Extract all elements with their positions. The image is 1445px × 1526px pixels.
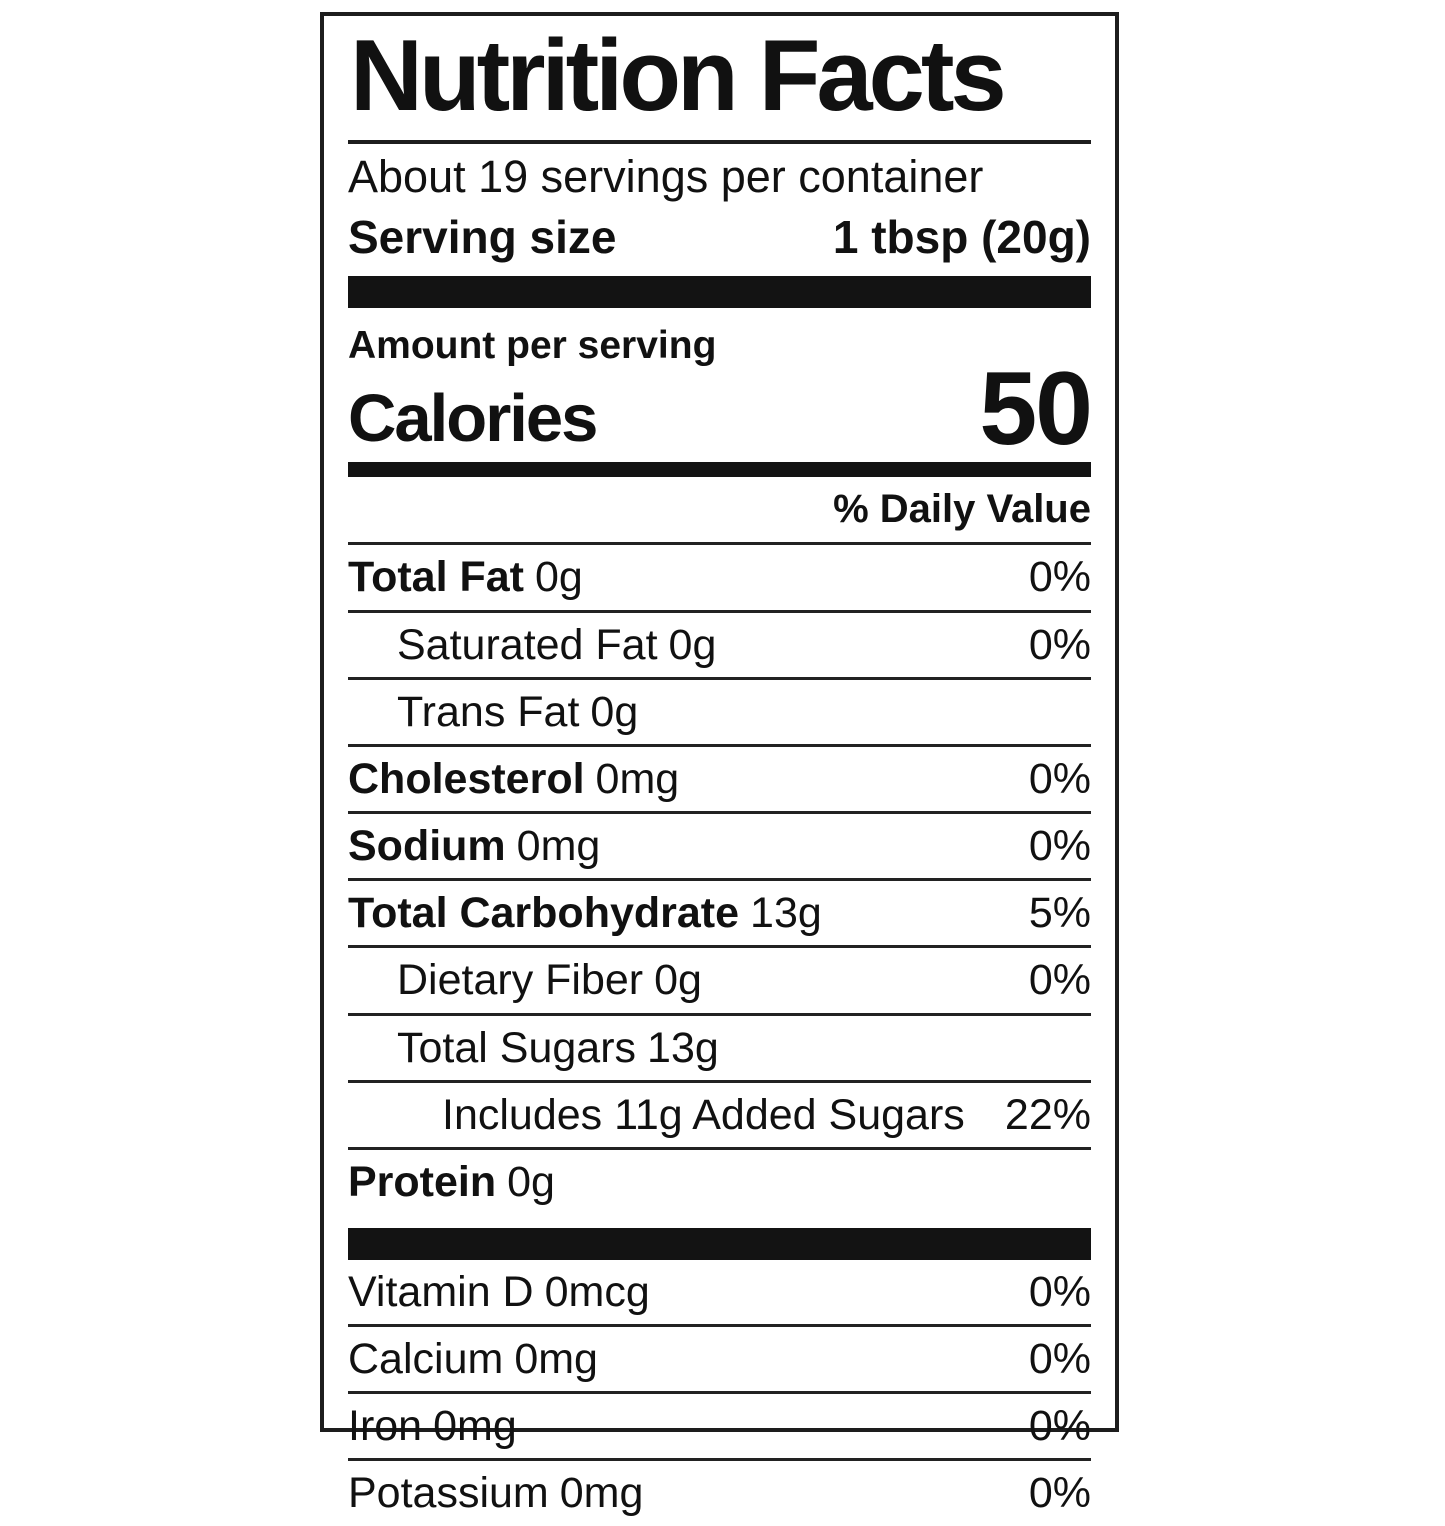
serving-size-row: Serving size 1 tbsp (20g) — [348, 204, 1091, 277]
nutrient-row-total-sugars: Total Sugars 13g — [348, 1016, 1091, 1083]
nutrient-row-protein: Protein 0g — [348, 1150, 1091, 1214]
nutrient-name: Saturated Fat — [397, 620, 658, 669]
nutrient-amount: 0g — [534, 553, 583, 602]
nutrient-dv: 22% — [1004, 1090, 1091, 1139]
nutrient-name: Vitamin D — [348, 1268, 534, 1316]
nutrient-dv: 0% — [1028, 1402, 1091, 1451]
nutrient-amount: 0mcg — [544, 1268, 650, 1316]
calories-value: 50 — [979, 351, 1093, 468]
micronutrient-row-potassium: Potassium 0mg 0% — [348, 1461, 1091, 1525]
nutrient-dv: 0% — [1028, 754, 1091, 803]
nutrient-row-added-sugars: Includes 11g Added Sugars 22% — [348, 1083, 1091, 1150]
nutrient-amount: 0g — [668, 620, 717, 669]
nutrient-amount: 0mg — [433, 1402, 517, 1451]
nutrient-dv: 0% — [1028, 956, 1091, 1005]
calories-label: Calories — [348, 381, 598, 457]
nutrient-dv: 5% — [1028, 889, 1091, 938]
nutrient-row-saturated-fat: Saturated Fat 0g 0% — [348, 613, 1091, 680]
nutrient-name: Iron — [348, 1402, 423, 1451]
nutrient-name: Calcium — [348, 1335, 504, 1384]
servings-per-container: About 19 servings per container — [348, 151, 984, 203]
nutrient-name: Protein — [348, 1157, 497, 1206]
amount-per-serving-label: Amount per serving — [348, 324, 717, 368]
separator-bar-thick-top — [348, 276, 1091, 309]
nutrient-name: Includes 11g Added Sugars — [442, 1090, 965, 1139]
nutrient-name: Potassium — [348, 1469, 549, 1518]
nutrient-amount: 13g — [647, 1023, 719, 1072]
nutrient-dv: 0% — [1028, 553, 1091, 602]
nutrient-row-cholesterol: Cholesterol 0mg 0% — [348, 747, 1091, 815]
serving-size-label: Serving size — [348, 210, 617, 263]
title-divider — [348, 140, 1091, 145]
nutrient-name: Trans Fat — [397, 687, 580, 736]
daily-value-header: % Daily Value — [348, 477, 1091, 546]
nutrient-name: Total Sugars — [397, 1023, 637, 1072]
separator-bar-thick-bottom — [348, 1228, 1091, 1260]
nutrient-row-dietary-fiber: Dietary Fiber 0g 0% — [348, 948, 1091, 1016]
nutrient-row-sodium: Sodium 0mg 0% — [348, 814, 1091, 882]
nutrient-name: Cholesterol — [348, 754, 585, 803]
nutrient-amount: 0g — [590, 687, 639, 736]
nutrient-amount: 0g — [654, 956, 702, 1005]
nutrient-row-trans-fat: Trans Fat 0g — [348, 680, 1091, 747]
nutrient-dv: 0% — [1028, 1268, 1091, 1316]
nutrient-row-total-fat: Total Fat 0g 0% — [348, 545, 1091, 613]
page-background: Nutrition Facts About 19 servings per co… — [320, 12, 1119, 1518]
separator-bar-medium — [348, 462, 1091, 478]
nutrient-amount: 0mg — [595, 754, 680, 803]
nutrition-facts-label: Nutrition Facts About 19 servings per co… — [320, 12, 1119, 1517]
nutrient-dv: 0% — [1028, 620, 1091, 669]
micronutrient-row-iron: Iron 0mg 0% — [348, 1394, 1091, 1462]
nutrient-amount: 0g — [507, 1157, 555, 1206]
nutrient-name: Dietary Fiber — [397, 956, 644, 1005]
micronutrient-row-vitamin-d: Vitamin D 0mcg 0% — [348, 1260, 1091, 1328]
nutrient-amount: 0mg — [559, 1469, 644, 1518]
nutrient-name: Total Fat — [348, 553, 524, 602]
nutrient-dv: 0% — [1028, 822, 1091, 871]
serving-size-value: 1 tbsp (20g) — [832, 210, 1091, 263]
label-title: Nutrition Facts — [350, 20, 1007, 132]
nutrient-amount: 0mg — [516, 822, 601, 871]
nutrient-amount: 0mg — [514, 1335, 598, 1384]
nutrient-name: Total Carbohydrate — [348, 889, 740, 938]
nutrient-row-total-carbohydrate: Total Carbohydrate 13g 5% — [348, 881, 1091, 949]
calories-row: Calories 50 — [348, 351, 1093, 468]
nutrient-amount: 13g — [750, 889, 822, 938]
micronutrient-row-calcium: Calcium 0mg 0% — [348, 1327, 1091, 1395]
nutrient-name: Sodium — [348, 822, 506, 871]
nutrient-dv: 0% — [1028, 1469, 1091, 1518]
nutrient-dv: 0% — [1028, 1335, 1091, 1384]
